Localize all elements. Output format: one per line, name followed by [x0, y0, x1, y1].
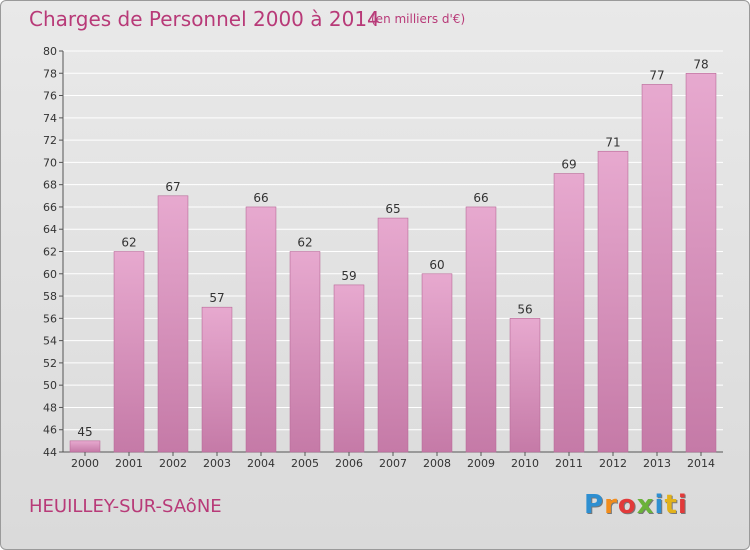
y-tick-label: 56: [43, 312, 57, 325]
bar-2000: [69, 440, 101, 453]
y-tick-label: 46: [43, 424, 57, 437]
x-tick-label-2012: 2012: [599, 457, 627, 470]
bar-2010: [509, 318, 541, 453]
x-tick-label-2010: 2010: [511, 457, 539, 470]
x-tick-label-2008: 2008: [423, 457, 451, 470]
y-tick-label: 76: [43, 90, 57, 103]
data-label-2001: 62: [121, 236, 136, 250]
bar-2003: [201, 306, 233, 453]
y-tick-label: 66: [43, 201, 57, 214]
y-tick-label: 54: [43, 335, 57, 348]
chart-title: Charges de Personnel 2000 à 2014: [29, 7, 380, 31]
bar-2008: [421, 273, 453, 453]
y-tick-label: 70: [43, 156, 57, 169]
x-tick-label-2001: 2001: [115, 457, 143, 470]
x-tick-label-2014: 2014: [687, 457, 715, 470]
y-tick-label: 64: [43, 223, 57, 236]
bar-2012: [597, 150, 629, 453]
y-tick-label: 44: [43, 446, 57, 459]
x-tick-label-2004: 2004: [247, 457, 275, 470]
y-tick-label: 68: [43, 179, 57, 192]
y-tick-label: 52: [43, 357, 57, 370]
data-label-2008: 60: [429, 258, 444, 272]
data-label-2006: 59: [341, 269, 356, 283]
bar-2014: [685, 72, 717, 453]
y-tick-label: 80: [43, 45, 57, 58]
x-tick-label-2003: 2003: [203, 457, 231, 470]
y-tick-label: 50: [43, 379, 57, 392]
proxiti-logo: Proxiti: [584, 490, 688, 520]
logo-letter: o: [617, 490, 637, 520]
bar-2011: [553, 173, 585, 453]
y-tick-label: 78: [43, 67, 57, 80]
y-tick-label: 60: [43, 268, 57, 281]
data-label-2013: 77: [649, 68, 664, 82]
chart-subtitle: (en milliers d'€): [371, 12, 466, 26]
y-tick-label: 72: [43, 134, 57, 147]
y-tick-label: 48: [43, 401, 57, 414]
bar-2001: [113, 251, 145, 453]
x-tick-label-2000: 2000: [71, 457, 99, 470]
data-label-2005: 62: [297, 236, 312, 250]
x-tick-label-2007: 2007: [379, 457, 407, 470]
data-label-2014: 78: [693, 57, 708, 71]
data-label-2012: 71: [605, 135, 620, 149]
bar-2002: [157, 195, 189, 453]
y-tick-label: 58: [43, 290, 57, 303]
bar-2005: [289, 251, 321, 453]
bar-2009: [465, 206, 497, 453]
x-tick-label-2009: 2009: [467, 457, 495, 470]
data-label-2010: 56: [517, 302, 532, 316]
logo-letter: t: [664, 490, 678, 520]
y-tick-label: 62: [43, 246, 57, 259]
x-tick-label-2005: 2005: [291, 457, 319, 470]
x-tick-label-2011: 2011: [555, 457, 583, 470]
data-label-2009: 66: [473, 191, 488, 205]
data-label-2011: 69: [561, 158, 576, 172]
data-label-2003: 57: [209, 291, 224, 305]
logo-letter: r: [604, 490, 618, 520]
commune-name: HEUILLEY-SUR-SAôNE: [29, 496, 222, 517]
logo-letter: x: [636, 490, 655, 520]
logo-letter: i: [677, 490, 688, 520]
x-tick-label-2002: 2002: [159, 457, 187, 470]
data-label-2007: 65: [385, 202, 400, 216]
bar-2006: [333, 284, 365, 453]
data-label-2000: 45: [77, 425, 92, 439]
y-tick-label: 74: [43, 112, 57, 125]
x-tick-label-2013: 2013: [643, 457, 671, 470]
bar-2013: [641, 84, 673, 453]
logo-letter: P: [584, 490, 605, 520]
bar-2004: [245, 206, 277, 453]
bar-2007: [377, 217, 409, 453]
data-label-2002: 67: [165, 180, 180, 194]
data-label-2004: 66: [253, 191, 268, 205]
x-tick-label-2006: 2006: [335, 457, 363, 470]
logo-letter: i: [654, 490, 665, 520]
